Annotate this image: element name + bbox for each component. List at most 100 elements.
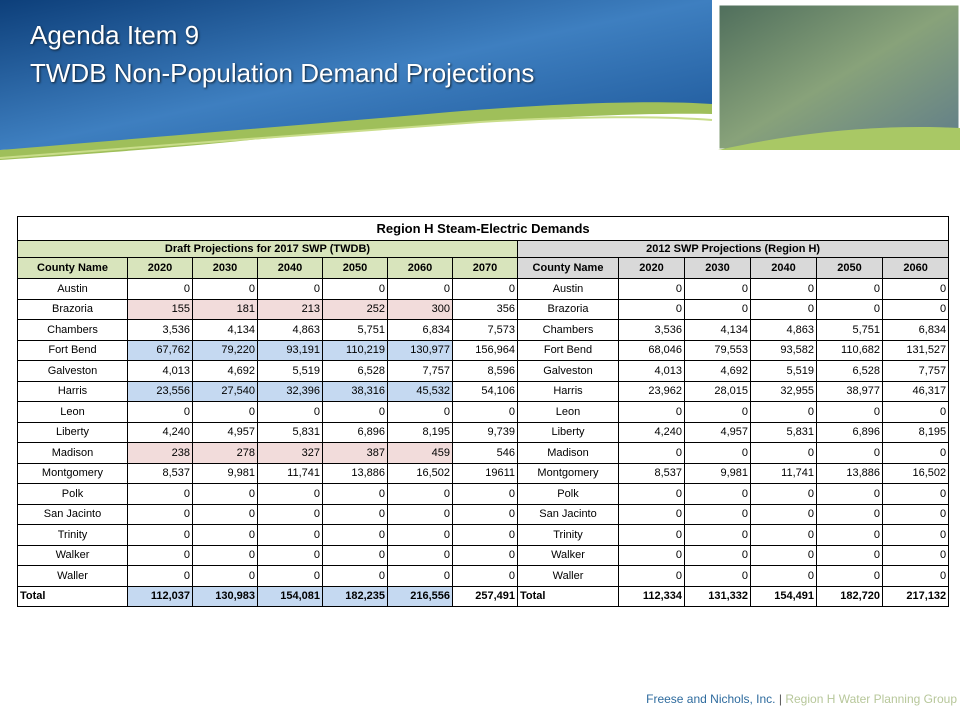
table-cell: Fort Bend <box>518 340 619 361</box>
table-cell: Trinity <box>518 525 619 546</box>
table-cell: 5,831 <box>751 422 817 443</box>
table-cell: 0 <box>453 525 518 546</box>
table-row: Region H Steam-Electric Demands <box>18 217 949 241</box>
table-cell: 0 <box>883 443 949 464</box>
table-cell: 23,556 <box>128 381 193 402</box>
table-cell: 0 <box>128 484 193 505</box>
table-cell: 216,556 <box>388 586 453 607</box>
table-cell: 0 <box>883 566 949 587</box>
table-cell: Trinity <box>18 525 128 546</box>
table-cell: 6,834 <box>883 320 949 341</box>
table-cell: 2060 <box>883 258 949 279</box>
table-cell: 110,219 <box>323 340 388 361</box>
table-cell: 5,519 <box>751 361 817 382</box>
table-cell: 0 <box>751 279 817 300</box>
table-cell: 154,491 <box>751 586 817 607</box>
table-cell: 0 <box>817 504 883 525</box>
table-cell: 0 <box>685 545 751 566</box>
table-cell: 2012 SWP Projections (Region H) <box>518 241 949 258</box>
table-cell: 0 <box>685 443 751 464</box>
table-cell: 0 <box>685 525 751 546</box>
table-cell: 2050 <box>323 258 388 279</box>
table-cell: 0 <box>619 299 685 320</box>
table-cell: 0 <box>388 504 453 525</box>
table-cell: 67,762 <box>128 340 193 361</box>
footer-group: Region H Water Planning Group <box>785 692 957 706</box>
table-cell: Polk <box>18 484 128 505</box>
table-cell: 0 <box>258 525 323 546</box>
table-row: Leon000000Leon00000 <box>18 402 949 423</box>
table-cell: 356 <box>453 299 518 320</box>
table-cell: 257,491 <box>453 586 518 607</box>
table-cell: Leon <box>518 402 619 423</box>
table-cell: 131,332 <box>685 586 751 607</box>
table-cell: 8,537 <box>128 463 193 484</box>
table-cell: San Jacinto <box>518 504 619 525</box>
table-cell: 38,977 <box>817 381 883 402</box>
table-cell: 0 <box>619 525 685 546</box>
table-cell: 0 <box>258 402 323 423</box>
table-cell: 0 <box>685 279 751 300</box>
table-cell: Waller <box>18 566 128 587</box>
table-cell: 13,886 <box>323 463 388 484</box>
table-cell: 8,195 <box>883 422 949 443</box>
table-cell: 0 <box>685 566 751 587</box>
table-cell: 11,741 <box>751 463 817 484</box>
table-cell: Liberty <box>18 422 128 443</box>
table-cell: 0 <box>323 402 388 423</box>
table-cell: 11,741 <box>258 463 323 484</box>
table-cell: 8,537 <box>619 463 685 484</box>
table-cell: 79,553 <box>685 340 751 361</box>
table-cell: Liberty <box>518 422 619 443</box>
table-cell: 4,957 <box>193 422 258 443</box>
table-cell: 112,037 <box>128 586 193 607</box>
table-cell: 0 <box>883 504 949 525</box>
table-cell: Galveston <box>18 361 128 382</box>
table-cell: 0 <box>817 484 883 505</box>
table-cell: 0 <box>453 279 518 300</box>
table-cell: 0 <box>258 484 323 505</box>
table-row: Chambers3,5364,1344,8635,7516,8347,573Ch… <box>18 320 949 341</box>
table-cell: 7,757 <box>388 361 453 382</box>
table-cell: 0 <box>323 545 388 566</box>
table-cell: Total <box>18 586 128 607</box>
table-cell: 13,886 <box>817 463 883 484</box>
table-cell: 0 <box>258 545 323 566</box>
table-cell: 0 <box>453 484 518 505</box>
table-cell: 4,013 <box>128 361 193 382</box>
table-cell: 0 <box>128 525 193 546</box>
table-cell: 0 <box>388 545 453 566</box>
table-cell: 2030 <box>193 258 258 279</box>
table-cell: 238 <box>128 443 193 464</box>
table-cell: 4,692 <box>193 361 258 382</box>
table-cell: 28,015 <box>685 381 751 402</box>
table-cell: Chambers <box>518 320 619 341</box>
table-cell: San Jacinto <box>18 504 128 525</box>
table-cell: 4,013 <box>619 361 685 382</box>
table-cell: 182,720 <box>817 586 883 607</box>
table-cell: 0 <box>751 504 817 525</box>
table-cell: 6,896 <box>817 422 883 443</box>
table-cell: 4,957 <box>685 422 751 443</box>
table-cell: 16,502 <box>388 463 453 484</box>
table-cell: 0 <box>128 402 193 423</box>
table-cell: 2060 <box>388 258 453 279</box>
table-cell: 459 <box>388 443 453 464</box>
footer-company: Freese and Nichols, Inc. <box>646 692 775 706</box>
table-cell: 0 <box>388 484 453 505</box>
table-cell: 0 <box>817 402 883 423</box>
table-cell: 0 <box>619 484 685 505</box>
table-cell: 2070 <box>453 258 518 279</box>
table-cell: 300 <box>388 299 453 320</box>
table-cell: 0 <box>619 545 685 566</box>
table-cell: 9,739 <box>453 422 518 443</box>
table-cell: 9,981 <box>193 463 258 484</box>
table-row: Draft Projections for 2017 SWP (TWDB)201… <box>18 241 949 258</box>
table-cell: 2020 <box>128 258 193 279</box>
table-cell: Montgomery <box>518 463 619 484</box>
